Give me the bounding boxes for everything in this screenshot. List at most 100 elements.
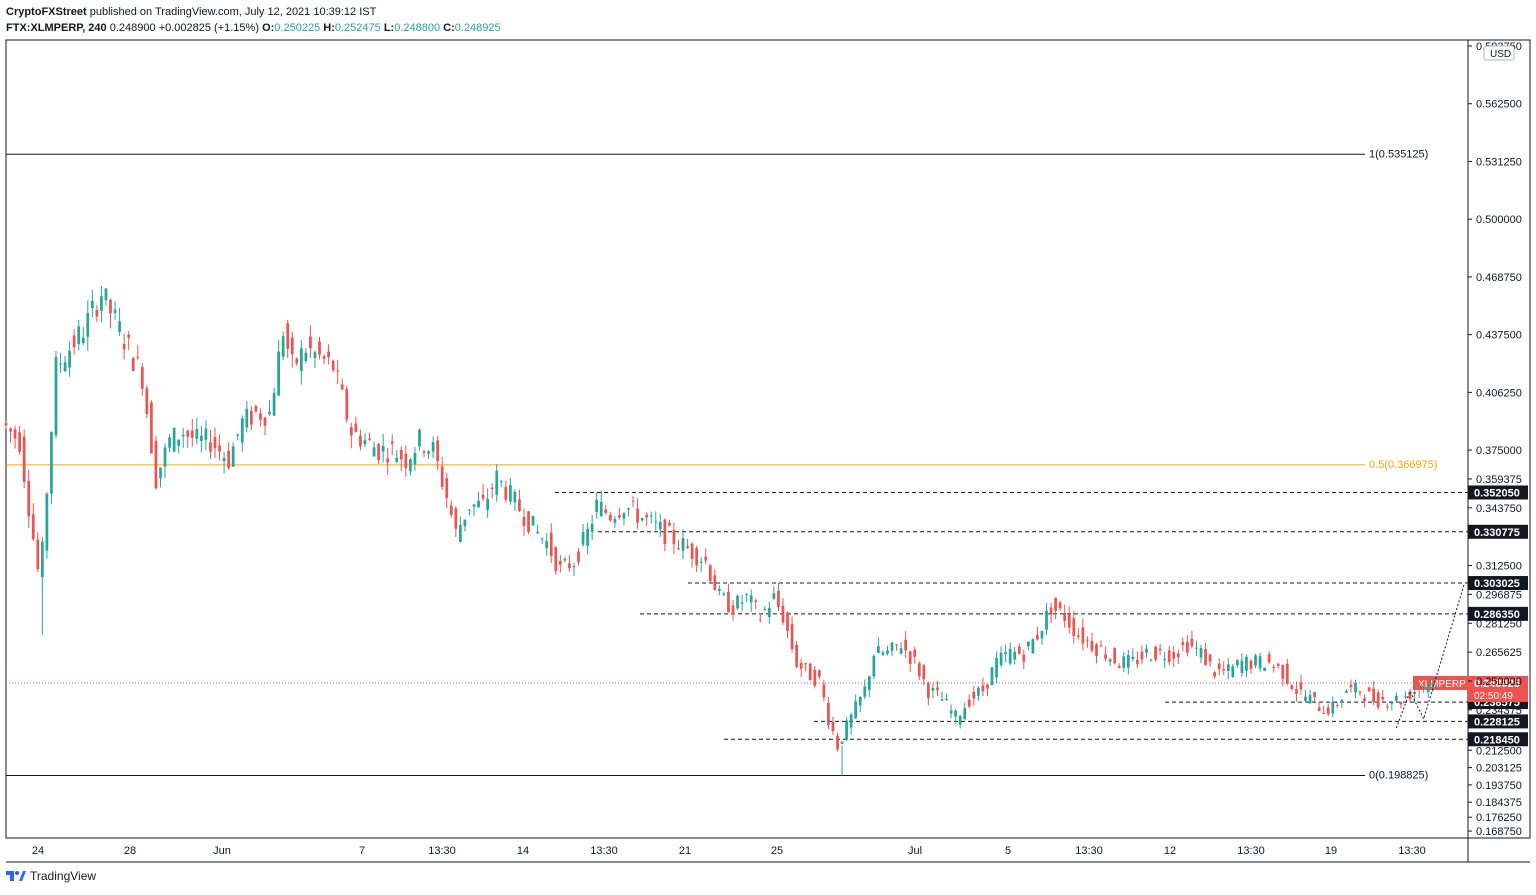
footer-brand[interactable]: TradingView [6,869,96,883]
candle-body [899,648,903,654]
fib-label: 0.5(0.366975) [1369,459,1438,471]
candle-body [1422,687,1426,689]
candle-body [1104,654,1107,659]
candle-body [845,720,848,740]
candle-body [518,499,521,511]
candle-body [890,642,894,651]
candle-body [1026,641,1030,647]
candle-body [295,358,299,364]
candle-body [495,470,499,495]
candle-body [640,518,644,521]
candle-body [427,451,430,454]
candle-body [327,351,330,358]
candle-body [177,439,181,446]
candle-body [799,662,803,669]
candle-body [1081,627,1085,644]
candle-body [649,515,653,517]
candle-body [404,453,408,469]
candle-body [1217,663,1221,670]
x-tick-label: 25 [771,845,783,857]
candle-body [1313,691,1316,697]
candle-body [722,593,726,595]
candle-body [440,466,444,487]
candle-body [1281,664,1285,679]
candle-body [986,684,989,689]
candle-body [1235,660,1239,666]
candle-body [954,710,958,717]
current-price-text: 0.248925 [1474,678,1520,690]
candle-body [281,336,285,357]
level-label-box [1468,485,1528,500]
candle-body [54,357,58,436]
candle-body [240,418,244,443]
candle-body [81,337,85,344]
candle-body [50,432,53,494]
candle-body [1245,656,1248,671]
price-axis[interactable]: 0.5937500.5625000.5312500.5000000.468750… [1468,41,1522,838]
candle-body [949,710,953,714]
candle-body [1413,691,1416,695]
candle-body [386,458,390,463]
candle-body [77,326,81,345]
candle-body [1036,635,1039,640]
candle-body [27,480,31,517]
candle-body [636,508,639,523]
candle-body [627,508,630,510]
open-label: O: [262,22,275,34]
candle-body [1149,660,1153,662]
candle-body [336,370,340,372]
candle-body [754,600,758,602]
candle-body [704,556,708,561]
candle-body [1040,630,1044,639]
x-tick-label: 7 [359,845,365,857]
candle-body [1254,655,1257,666]
candle-body [145,388,149,415]
candle-body [95,309,99,317]
candle-body [545,541,549,549]
candle-body [418,429,421,447]
candle-body [967,699,971,707]
candle-body [490,487,494,490]
candle-body [718,588,721,592]
candle-body [304,352,308,361]
candle-body [468,509,471,511]
candle-body [272,392,276,416]
candle-body [777,590,780,607]
y-tick-label: 0.168750 [1476,826,1522,838]
y-tick-label: 0.406250 [1476,387,1522,399]
y-tick-label: 0.212500 [1476,745,1522,757]
candle-body [686,546,689,548]
candle-body [186,430,190,437]
candle-body [431,442,435,452]
candle-body [159,467,162,479]
candle-body [699,561,703,563]
candle-body [1345,691,1348,693]
candle-body [218,445,221,452]
candle-body [790,623,794,649]
candle-body [127,334,131,338]
time-axis[interactable]: 24 28 Jun 7 13:30 14 13:30 21 25 Jul 5 13:30 12 13:30… [32,845,1426,857]
x-tick-label: 12 [1164,845,1176,857]
candle-body [1154,646,1157,660]
candle-body [1190,638,1194,647]
last-price: 0.248900 [109,22,156,34]
candle-body [1095,644,1098,656]
candle-body [227,450,231,468]
fib-levels: 1(0.535125) 0.5(0.366975) 0(0.198825) [6,148,1438,782]
candle-body [958,716,962,725]
candle-body [231,446,235,467]
candle-body [259,413,262,420]
candle-body [1381,696,1385,700]
close-label: C: [443,22,455,34]
candle-body [817,670,821,677]
candle-body [1108,659,1112,662]
y-tick-label: 0.531250 [1476,156,1522,168]
candle-body [172,428,176,452]
candle-body [359,435,362,447]
candle-body [1167,650,1171,663]
chart-header: CryptoFXStreet published on TradingView.… [6,4,501,36]
candle-body [104,288,108,301]
horizontal-levels: 0.3520500.3307750.3030250.2863500.238575… [6,485,1528,747]
projection-path [1395,582,1466,729]
